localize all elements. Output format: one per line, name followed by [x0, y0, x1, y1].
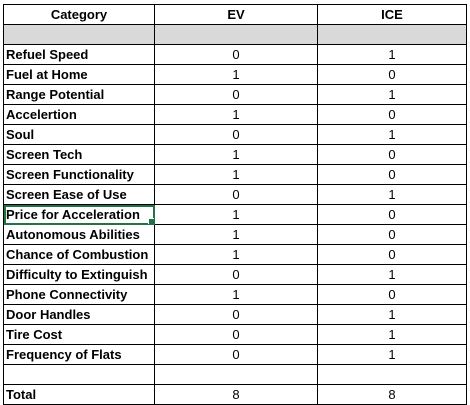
- ice-score-cell[interactable]: 1: [317, 264, 467, 285]
- ev-score-cell[interactable]: 1: [154, 204, 318, 225]
- table-row: Accelertion 1 0: [3, 104, 467, 125]
- category-cell[interactable]: Accelertion: [3, 104, 155, 125]
- empty-cell[interactable]: [317, 24, 467, 45]
- ice-score-cell[interactable]: 1: [317, 324, 467, 345]
- table-row: Price for Acceleration 1 0: [3, 204, 467, 225]
- category-cell[interactable]: Tire Cost: [3, 324, 155, 345]
- category-cell[interactable]: Door Handles: [3, 304, 155, 325]
- ice-score-cell[interactable]: 0: [317, 284, 467, 305]
- ev-score-cell[interactable]: 0: [154, 84, 318, 105]
- ev-score-cell[interactable]: 0: [154, 124, 318, 145]
- ice-score-cell[interactable]: 0: [317, 244, 467, 265]
- ev-score-cell[interactable]: 0: [154, 184, 318, 205]
- table-row: Fuel at Home 1 0: [3, 64, 467, 85]
- total-ice-cell[interactable]: 8: [317, 384, 467, 405]
- category-cell[interactable]: Fuel at Home: [3, 64, 155, 85]
- category-cell[interactable]: Chance of Combustion: [3, 244, 155, 265]
- category-cell[interactable]: Range Potential: [3, 84, 155, 105]
- ev-score-cell[interactable]: 0: [154, 324, 318, 345]
- ice-score-cell[interactable]: 0: [317, 144, 467, 165]
- table-row: Screen Tech 1 0: [3, 144, 467, 165]
- ev-score-cell[interactable]: 1: [154, 104, 318, 125]
- table-row: Soul 0 1: [3, 124, 467, 145]
- header-category-cell[interactable]: Category: [3, 4, 155, 25]
- total-label-cell[interactable]: Total: [3, 384, 155, 405]
- table-row: Screen Functionality 1 0: [3, 164, 467, 185]
- ice-score-cell[interactable]: 0: [317, 104, 467, 125]
- ice-score-cell[interactable]: 1: [317, 344, 467, 365]
- header-ice-cell[interactable]: ICE: [317, 4, 467, 25]
- table-row: Refuel Speed 0 1: [3, 44, 467, 65]
- ev-score-cell[interactable]: 0: [154, 264, 318, 285]
- empty-cell[interactable]: [3, 24, 155, 45]
- comparison-table: Category EV ICE Refuel Speed 0 1 Fuel at Ho…: [3, 4, 467, 405]
- empty-cell[interactable]: [154, 364, 318, 385]
- gray-spacer-row: [3, 24, 467, 45]
- ice-score-cell[interactable]: 1: [317, 304, 467, 325]
- table-row: Chance of Combustion 1 0: [3, 244, 467, 265]
- ev-score-cell[interactable]: 1: [154, 144, 318, 165]
- category-cell[interactable]: Refuel Speed: [3, 44, 155, 65]
- ice-score-cell[interactable]: 0: [317, 164, 467, 185]
- ev-score-cell[interactable]: 1: [154, 224, 318, 245]
- ice-score-cell[interactable]: 1: [317, 124, 467, 145]
- ice-score-cell[interactable]: 1: [317, 184, 467, 205]
- header-row: Category EV ICE: [3, 4, 467, 25]
- category-cell[interactable]: Frequency of Flats: [3, 344, 155, 365]
- table-row: Door Handles 0 1: [3, 304, 467, 325]
- category-cell[interactable]: Difficulty to Extinguish: [3, 264, 155, 285]
- selected-category-cell[interactable]: Price for Acceleration: [3, 204, 155, 225]
- table-row: Range Potential 0 1: [3, 84, 467, 105]
- ice-score-cell[interactable]: 1: [317, 44, 467, 65]
- table-row: Phone Connectivity 1 0: [3, 284, 467, 305]
- table-row: Tire Cost 0 1: [3, 324, 467, 345]
- ev-score-cell[interactable]: 1: [154, 64, 318, 85]
- category-cell[interactable]: Phone Connectivity: [3, 284, 155, 305]
- table-row: Screen Ease of Use 0 1: [3, 184, 467, 205]
- spreadsheet: Category EV ICE Refuel Speed 0 1 Fuel at Ho…: [3, 4, 467, 405]
- table-row: Difficulty to Extinguish 0 1: [3, 264, 467, 285]
- ev-score-cell[interactable]: 1: [154, 244, 318, 265]
- ice-score-cell[interactable]: 0: [317, 64, 467, 85]
- total-row: Total 8 8: [3, 384, 467, 405]
- empty-cell[interactable]: [154, 24, 318, 45]
- category-cell[interactable]: Screen Ease of Use: [3, 184, 155, 205]
- category-cell[interactable]: Soul: [3, 124, 155, 145]
- ev-score-cell[interactable]: 1: [154, 164, 318, 185]
- ev-score-cell[interactable]: 0: [154, 344, 318, 365]
- empty-cell[interactable]: [317, 364, 467, 385]
- category-cell[interactable]: Screen Tech: [3, 144, 155, 165]
- ev-score-cell[interactable]: 0: [154, 44, 318, 65]
- category-cell[interactable]: Screen Functionality: [3, 164, 155, 185]
- ev-score-cell[interactable]: 1: [154, 284, 318, 305]
- table-row: Frequency of Flats 0 1: [3, 344, 467, 365]
- header-ev-cell[interactable]: EV: [154, 4, 318, 25]
- ice-score-cell[interactable]: 0: [317, 204, 467, 225]
- category-cell[interactable]: Autonomous Abilities: [3, 224, 155, 245]
- fill-handle[interactable]: [148, 218, 154, 224]
- ev-score-cell[interactable]: 0: [154, 304, 318, 325]
- ice-score-cell[interactable]: 0: [317, 224, 467, 245]
- blank-row: [3, 364, 467, 385]
- ice-score-cell[interactable]: 1: [317, 84, 467, 105]
- total-ev-cell[interactable]: 8: [154, 384, 318, 405]
- table-row: Autonomous Abilities 1 0: [3, 224, 467, 245]
- empty-cell[interactable]: [3, 364, 155, 385]
